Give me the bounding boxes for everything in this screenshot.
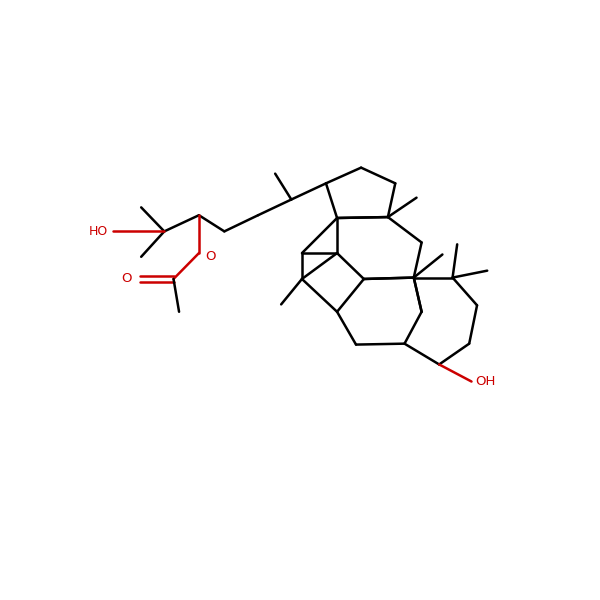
Text: HO: HO (89, 225, 109, 238)
Text: OH: OH (475, 375, 496, 388)
Text: O: O (205, 250, 216, 263)
Text: O: O (121, 272, 131, 286)
